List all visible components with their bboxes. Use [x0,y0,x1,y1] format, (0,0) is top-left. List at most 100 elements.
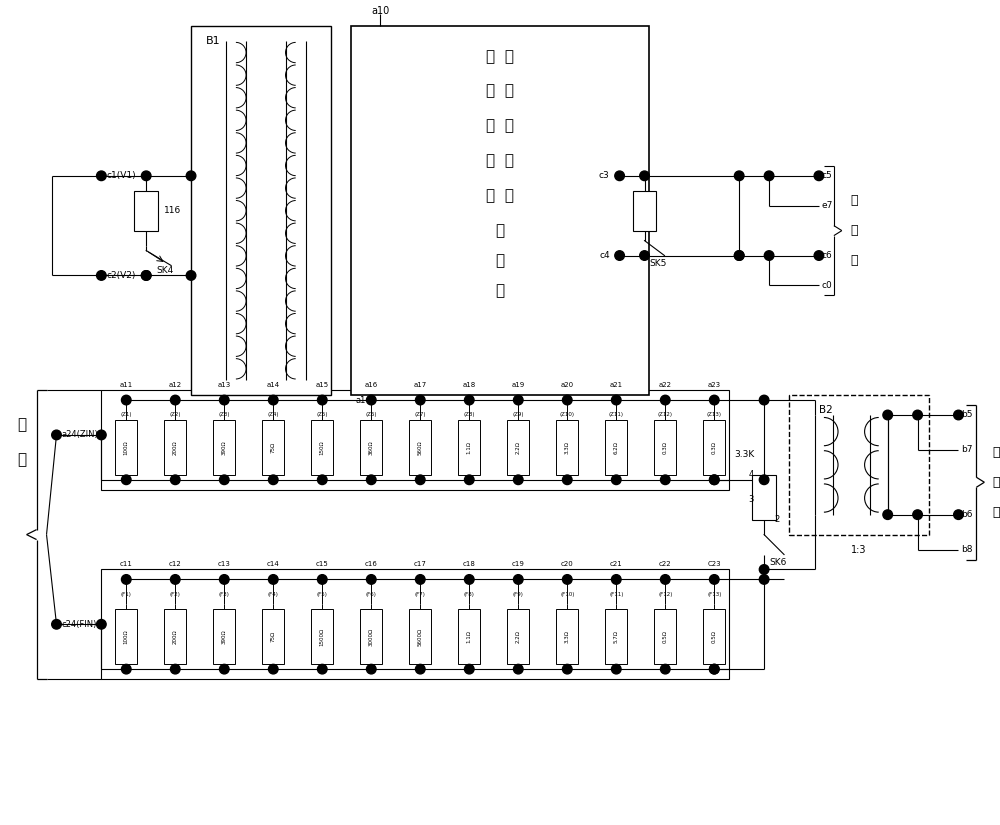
Bar [262,420,284,475]
Circle shape [121,475,131,484]
Bar [654,420,676,475]
Circle shape [366,664,376,674]
Text: c18: c18 [463,562,476,568]
Bar [409,420,431,475]
Text: (Z9): (Z9) [513,412,524,417]
Circle shape [121,395,131,405]
Text: (F1): (F1) [121,592,132,596]
Circle shape [954,410,963,420]
Text: c21: c21 [610,562,623,568]
Text: 150Ω: 150Ω [320,440,325,455]
Text: c15: c15 [316,562,329,568]
Text: (Z13): (Z13) [707,412,722,417]
Text: 560Ω: 560Ω [418,440,423,455]
Text: 75Ω: 75Ω [271,442,276,453]
Text: (Z12): (Z12) [658,412,673,417]
Text: 75Ω: 75Ω [271,631,276,643]
Text: (F10): (F10) [560,592,574,596]
Circle shape [709,475,719,484]
Bar [311,610,333,664]
Text: 轨  电: 轨 电 [486,83,514,98]
Circle shape [562,664,572,674]
Circle shape [734,251,744,261]
Circle shape [764,171,774,181]
Circle shape [913,410,922,420]
Circle shape [562,395,572,405]
Bar [213,420,235,475]
Text: c19: c19 [512,562,525,568]
Circle shape [814,251,824,261]
Text: c5: c5 [822,172,833,181]
Text: 0.5Ω: 0.5Ω [712,630,717,644]
Circle shape [734,171,744,181]
Text: (F11): (F11) [609,592,623,596]
Text: b7: b7 [961,446,973,455]
Bar [507,420,529,475]
Text: (Z7): (Z7) [415,412,426,417]
Text: c3: c3 [599,172,610,181]
Circle shape [97,271,106,281]
Text: 制: 制 [495,283,505,298]
Text: 收  阵: 收 阵 [486,153,514,168]
Bar [752,475,776,520]
Text: c24(FIN): c24(FIN) [61,620,97,629]
Text: 并: 并 [993,476,1000,488]
Text: 100Ω: 100Ω [124,440,129,455]
Circle shape [954,510,963,520]
Text: a24(ZIN): a24(ZIN) [61,431,98,440]
Circle shape [640,251,649,261]
Circle shape [219,664,229,674]
Circle shape [709,575,719,584]
Bar [191,26,331,395]
Circle shape [170,575,180,584]
Circle shape [186,171,196,181]
Text: a1: a1 [355,395,366,404]
Text: SK6: SK6 [769,558,786,567]
Bar [115,610,137,664]
Bar [789,395,929,535]
Text: (F13): (F13) [707,592,721,596]
Text: c2(V2): c2(V2) [106,271,136,280]
Bar [262,610,284,664]
Text: c0: c0 [822,281,833,290]
Circle shape [121,664,131,674]
Circle shape [186,271,196,281]
Circle shape [97,620,106,629]
Circle shape [562,575,572,584]
Text: 主  继: 主 继 [486,49,514,64]
Text: (Z11): (Z11) [609,412,624,417]
Circle shape [170,664,180,674]
Circle shape [913,510,922,520]
Circle shape [415,395,425,405]
Text: c1(V1): c1(V1) [106,172,136,181]
Circle shape [317,395,327,405]
Text: a12: a12 [169,382,182,388]
Circle shape [268,664,278,674]
Circle shape [415,475,425,484]
Text: c14: c14 [267,562,280,568]
Text: (Z4): (Z4) [268,412,279,417]
Bar [360,420,382,475]
Text: 入: 入 [17,452,26,467]
Text: 1500Ω: 1500Ω [320,628,325,646]
Text: 2.2Ω: 2.2Ω [516,441,521,454]
Text: (Z2): (Z2) [170,412,181,417]
Circle shape [464,664,474,674]
Bar [101,390,729,490]
Circle shape [883,410,892,420]
Text: (F3): (F3) [219,592,230,596]
Text: a20: a20 [561,382,574,388]
Circle shape [52,430,61,440]
Text: 至: 至 [850,194,858,207]
Text: (F5): (F5) [317,592,328,596]
Bar [556,610,578,664]
Circle shape [141,271,151,281]
Text: c17: c17 [414,562,427,568]
Text: 电  列: 电 列 [486,188,514,203]
Text: b6: b6 [961,510,973,519]
Text: 3.3Ω: 3.3Ω [565,630,570,644]
Circle shape [513,664,523,674]
Bar [556,420,578,475]
Text: a15: a15 [316,382,329,388]
Text: 主: 主 [850,224,858,237]
